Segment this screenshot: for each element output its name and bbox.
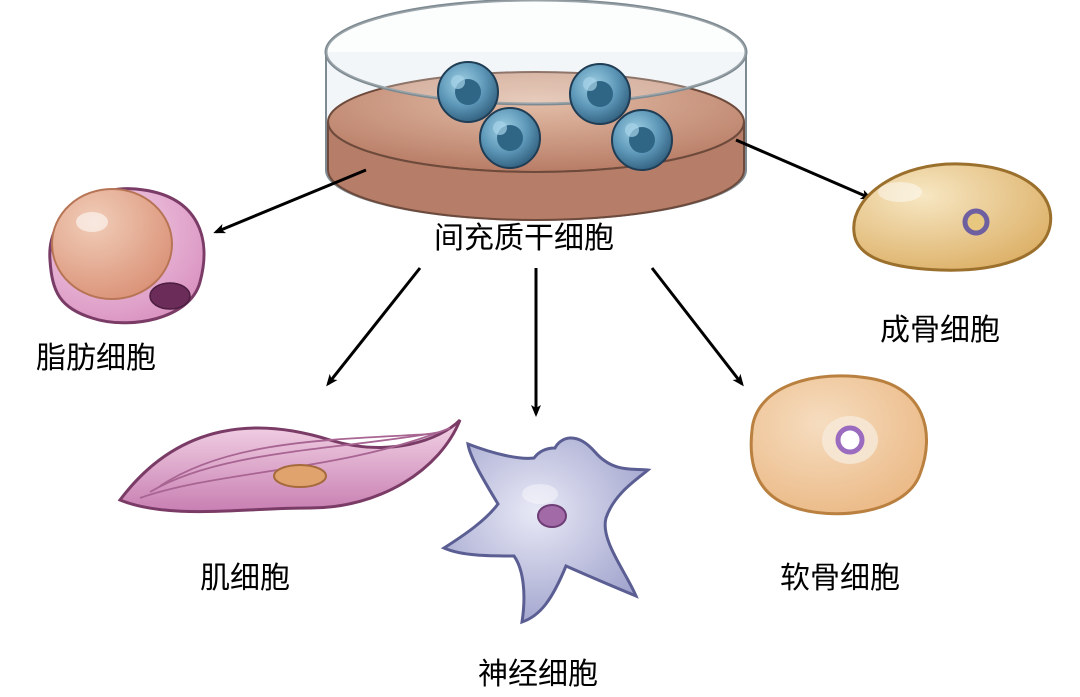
myocyte-cell [120,420,460,512]
chondrocyte-cell [751,376,926,514]
adipocyte-cell [50,189,204,323]
petri-dish [326,0,746,220]
osteoblast-label: 成骨细胞 [880,305,1000,349]
neuron-cell [444,438,648,622]
neuron-label: 神经细胞 [478,649,598,693]
center-label: 间充质干细胞 [434,213,614,257]
myocyte-label: 肌细胞 [200,553,290,597]
osteoblast-cell [854,164,1051,270]
chondrocyte-label: 软骨细胞 [780,553,900,597]
diagram-stage: 间充质干细胞 脂肪细胞 肌细胞 神经细胞 软骨细胞 成骨细胞 [0,0,1080,697]
adipocyte-label: 脂肪细胞 [36,333,156,377]
